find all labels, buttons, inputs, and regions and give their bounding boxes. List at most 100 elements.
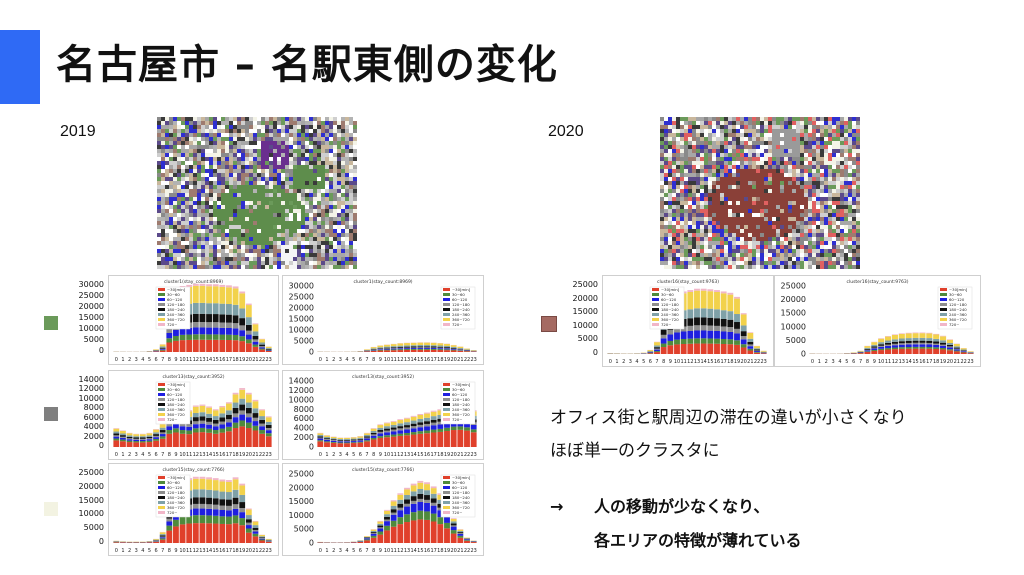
- bar-segment: [707, 330, 714, 339]
- bar-segment: [344, 443, 350, 447]
- bar-segment: [199, 283, 206, 286]
- bar-segment: [337, 443, 344, 447]
- bar-segment: [370, 430, 377, 433]
- bar-segment: [905, 338, 912, 341]
- x-tick-label: 12: [397, 357, 403, 363]
- bar-segment: [173, 340, 179, 352]
- legend-label: ~30[min]: [452, 475, 471, 480]
- legend-label: 180~240: [452, 495, 470, 500]
- x-tick-label: 20: [740, 359, 746, 365]
- bar-segment: [344, 442, 350, 444]
- bar-segment: [687, 318, 694, 326]
- bar-segment: [437, 510, 444, 518]
- x-tick-label: 19: [239, 357, 245, 363]
- bar-segment: [437, 507, 444, 511]
- bar-segment: [192, 283, 199, 286]
- bar-segment: [206, 489, 212, 498]
- bar-segment: [940, 336, 947, 341]
- bar-segment: [694, 343, 700, 354]
- bar-segment: [404, 522, 410, 543]
- accent-bar: [0, 30, 40, 104]
- y-tick-label: 8000: [294, 405, 314, 414]
- bar-segment: [206, 432, 212, 447]
- chart-title: cluster1(stay_count:8969): [353, 279, 412, 285]
- bar-segment: [727, 311, 734, 320]
- bar-segment: [444, 528, 450, 543]
- bar-segment: [317, 441, 324, 447]
- bar-segment: [437, 346, 444, 348]
- bar-segment: [470, 429, 477, 433]
- bar-segment: [397, 346, 404, 348]
- legend-swatch: [443, 408, 450, 411]
- bar-segment: [206, 428, 212, 433]
- bar-segment: [232, 315, 239, 324]
- x-tick-label: 16: [219, 548, 225, 554]
- bar-segment: [864, 346, 871, 348]
- x-tick-label: 7: [859, 359, 862, 365]
- y-tick-label: 10000: [289, 326, 314, 335]
- bar-segment: [417, 422, 424, 425]
- bar-segment: [740, 339, 747, 345]
- bar-segment: [317, 436, 324, 438]
- legend-label: 30~60: [452, 480, 465, 485]
- bar-segment: [898, 341, 905, 344]
- bar-segment: [159, 424, 166, 428]
- legend-label: 240~360: [452, 407, 470, 412]
- bar-segment: [232, 497, 239, 505]
- x-tick-label: 8: [372, 357, 375, 363]
- bar-segment: [199, 503, 206, 509]
- bar-segment: [390, 436, 397, 447]
- bar-segment: [192, 428, 199, 433]
- bar-segment: [364, 436, 370, 438]
- x-tick-label: 9: [379, 452, 382, 458]
- x-tick-label: 21: [252, 357, 258, 363]
- bar-segment: [417, 427, 424, 432]
- bar-segment: [404, 418, 410, 423]
- bar-segment: [179, 423, 186, 427]
- bar-segment: [259, 537, 265, 539]
- bar-segment: [926, 340, 933, 343]
- stay-chart-panel: cluster1(stay_count:8969) 0 1 2 3 4 5 6 7 8 9 10 11 1…: [108, 275, 279, 365]
- bar-segment: [740, 313, 747, 315]
- bar-segment: [377, 523, 384, 526]
- x-tick-label: 13: [694, 359, 700, 365]
- bar-segment: [444, 430, 450, 447]
- bar-segment: [232, 286, 239, 289]
- x-tick-label: 10: [179, 452, 185, 458]
- bar-segment: [226, 328, 232, 335]
- bar-segment: [113, 433, 120, 436]
- legend-swatch: [158, 323, 165, 326]
- bar-segment: [159, 537, 166, 539]
- bar-segment: [878, 345, 885, 347]
- chart-title: cluster13(stay_count:3952): [352, 374, 414, 380]
- bar-segment: [166, 433, 173, 447]
- bar-segment: [226, 322, 232, 329]
- bar-segment: [146, 438, 153, 440]
- bar-segment: [667, 340, 674, 346]
- bar-segment: [450, 426, 457, 431]
- bar-segment: [940, 342, 947, 345]
- bar-segment: [133, 439, 140, 442]
- bar-segment: [430, 348, 437, 350]
- bar-segment: [898, 348, 905, 354]
- bar-segment: [464, 427, 470, 431]
- legend-swatch: [443, 303, 450, 306]
- bar-segment: [933, 341, 940, 344]
- x-tick-label: 4: [141, 548, 144, 554]
- bar-segment: [252, 527, 259, 530]
- bar-segment: [437, 517, 444, 525]
- bar-segment: [747, 346, 754, 349]
- bar-segment: [430, 498, 437, 503]
- bar-segment: [357, 436, 364, 438]
- x-tick-label: 9: [669, 359, 672, 365]
- bar-segment: [410, 349, 417, 352]
- x-tick-label: 14: [410, 452, 416, 458]
- bar-segment: [933, 343, 940, 345]
- bar-segment: [919, 348, 926, 354]
- bar-segment: [212, 423, 219, 427]
- bar-segment: [146, 542, 153, 543]
- bar-segment: [384, 519, 390, 522]
- x-tick-label: 22: [464, 548, 470, 554]
- bar-segment: [410, 432, 417, 435]
- bar-segment: [259, 348, 265, 350]
